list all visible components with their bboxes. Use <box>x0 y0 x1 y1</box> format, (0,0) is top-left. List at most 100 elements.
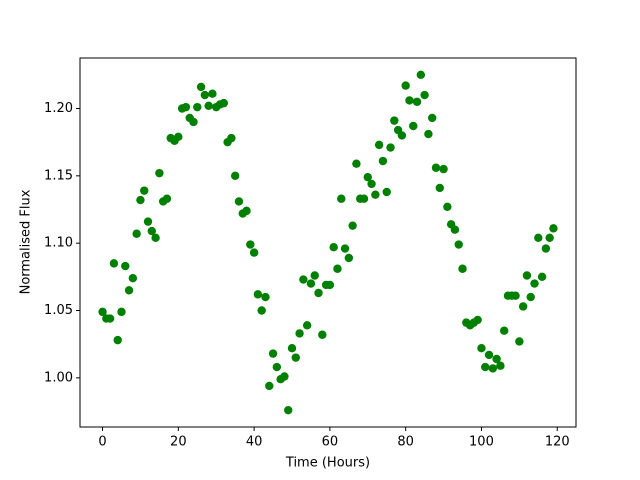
axes-frame <box>79 57 577 428</box>
x-tick-label: 40 <box>246 435 263 450</box>
point <box>371 190 380 199</box>
point <box>196 82 206 92</box>
point <box>443 202 452 212</box>
point <box>121 261 130 271</box>
point <box>337 194 346 203</box>
point <box>318 330 327 339</box>
point <box>511 291 520 300</box>
point <box>310 271 319 280</box>
y-axis-label: Normalised Flux <box>19 189 34 294</box>
point <box>496 361 505 370</box>
point <box>200 90 210 100</box>
y-tick-label: 1.20 <box>44 101 73 116</box>
point <box>405 96 414 105</box>
point <box>386 143 395 152</box>
point <box>333 264 342 273</box>
point <box>162 194 172 203</box>
point <box>401 81 410 90</box>
point <box>295 329 304 338</box>
point <box>545 233 554 242</box>
point <box>549 224 558 233</box>
point <box>541 244 551 253</box>
point <box>140 186 149 195</box>
point <box>280 372 289 381</box>
point <box>268 349 278 358</box>
point <box>526 292 535 302</box>
point <box>537 272 547 282</box>
point <box>291 353 300 362</box>
point <box>246 240 255 249</box>
point <box>219 98 228 108</box>
point <box>136 195 145 205</box>
point <box>147 226 157 236</box>
point <box>174 132 183 141</box>
x-tick-label: 60 <box>322 435 339 450</box>
point <box>299 275 308 284</box>
point <box>409 121 418 131</box>
point <box>124 286 134 295</box>
point <box>378 156 388 166</box>
point <box>352 159 361 168</box>
y-tick-label: 1.00 <box>44 370 73 385</box>
y-tick-label: 1.15 <box>44 168 73 183</box>
point <box>314 288 323 298</box>
point <box>488 364 498 373</box>
point <box>189 117 198 127</box>
point <box>416 70 426 80</box>
point <box>477 344 486 353</box>
x-tick-label: 100 <box>469 435 494 450</box>
y-tick-label: 1.10 <box>44 236 73 251</box>
point <box>450 225 460 234</box>
point <box>230 171 240 181</box>
point <box>492 354 501 364</box>
point <box>249 248 259 257</box>
point <box>424 129 433 139</box>
point <box>428 113 437 123</box>
point <box>253 290 263 299</box>
point <box>382 187 391 197</box>
point <box>374 140 384 150</box>
point <box>344 253 354 263</box>
point <box>306 279 316 288</box>
point <box>340 244 350 253</box>
point <box>499 326 509 335</box>
x-axis-label: Time (Hours) <box>285 456 370 471</box>
point <box>329 243 338 252</box>
x-tick-label: 0 <box>98 435 106 450</box>
point <box>272 362 282 372</box>
point <box>284 405 293 415</box>
point <box>390 116 399 125</box>
point <box>439 164 448 174</box>
point <box>105 314 115 323</box>
point <box>287 344 297 353</box>
point <box>518 302 528 311</box>
x-tick-label: 20 <box>170 435 187 450</box>
point <box>325 280 335 290</box>
point <box>534 233 543 242</box>
x-tick-label: 80 <box>397 435 414 450</box>
point <box>359 194 369 203</box>
point <box>257 306 266 315</box>
point <box>431 163 441 172</box>
point <box>234 197 244 206</box>
point <box>151 233 160 242</box>
point <box>208 89 217 98</box>
y-tick-label: 1.05 <box>44 303 73 318</box>
x-tick-label: 120 <box>545 435 570 450</box>
point <box>484 350 494 360</box>
point <box>117 307 126 317</box>
point <box>412 97 422 106</box>
point <box>132 229 141 238</box>
point <box>204 101 213 111</box>
point <box>113 335 122 345</box>
point <box>128 273 138 283</box>
point <box>458 264 467 273</box>
point <box>397 131 407 140</box>
point <box>302 321 312 330</box>
point <box>265 381 274 391</box>
point <box>454 240 463 249</box>
point <box>143 217 153 226</box>
